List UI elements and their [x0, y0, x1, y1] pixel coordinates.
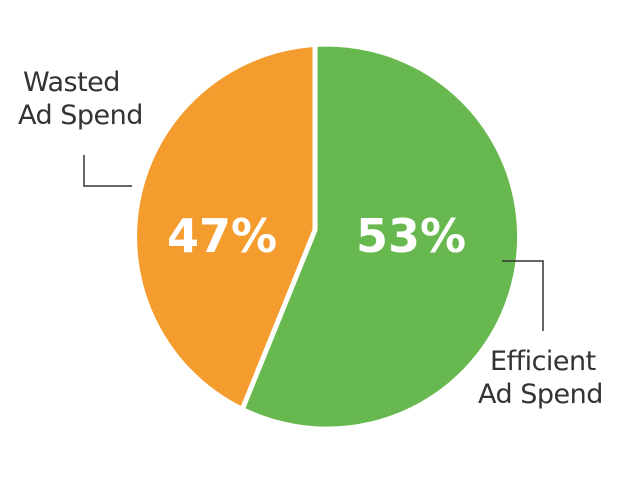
percent-wasted: 47%	[167, 209, 277, 263]
label-efficient-line2: Ad Spend	[478, 379, 603, 410]
slice-divider	[239, 44, 318, 411]
label-efficient-line1: Efficient	[490, 346, 596, 377]
label-wasted-line2: Ad Spend	[18, 100, 143, 131]
leader-line-efficient	[502, 260, 544, 331]
leader-line-wasted	[83, 155, 132, 187]
label-wasted: Wasted Ad Spend	[18, 66, 143, 132]
label-wasted-line1: Wasted	[23, 67, 120, 98]
slice-efficient	[243, 46, 518, 427]
label-efficient: Efficient Ad Spend	[478, 345, 603, 411]
percent-efficient: 53%	[356, 209, 466, 263]
slice-wasted	[137, 47, 315, 407]
